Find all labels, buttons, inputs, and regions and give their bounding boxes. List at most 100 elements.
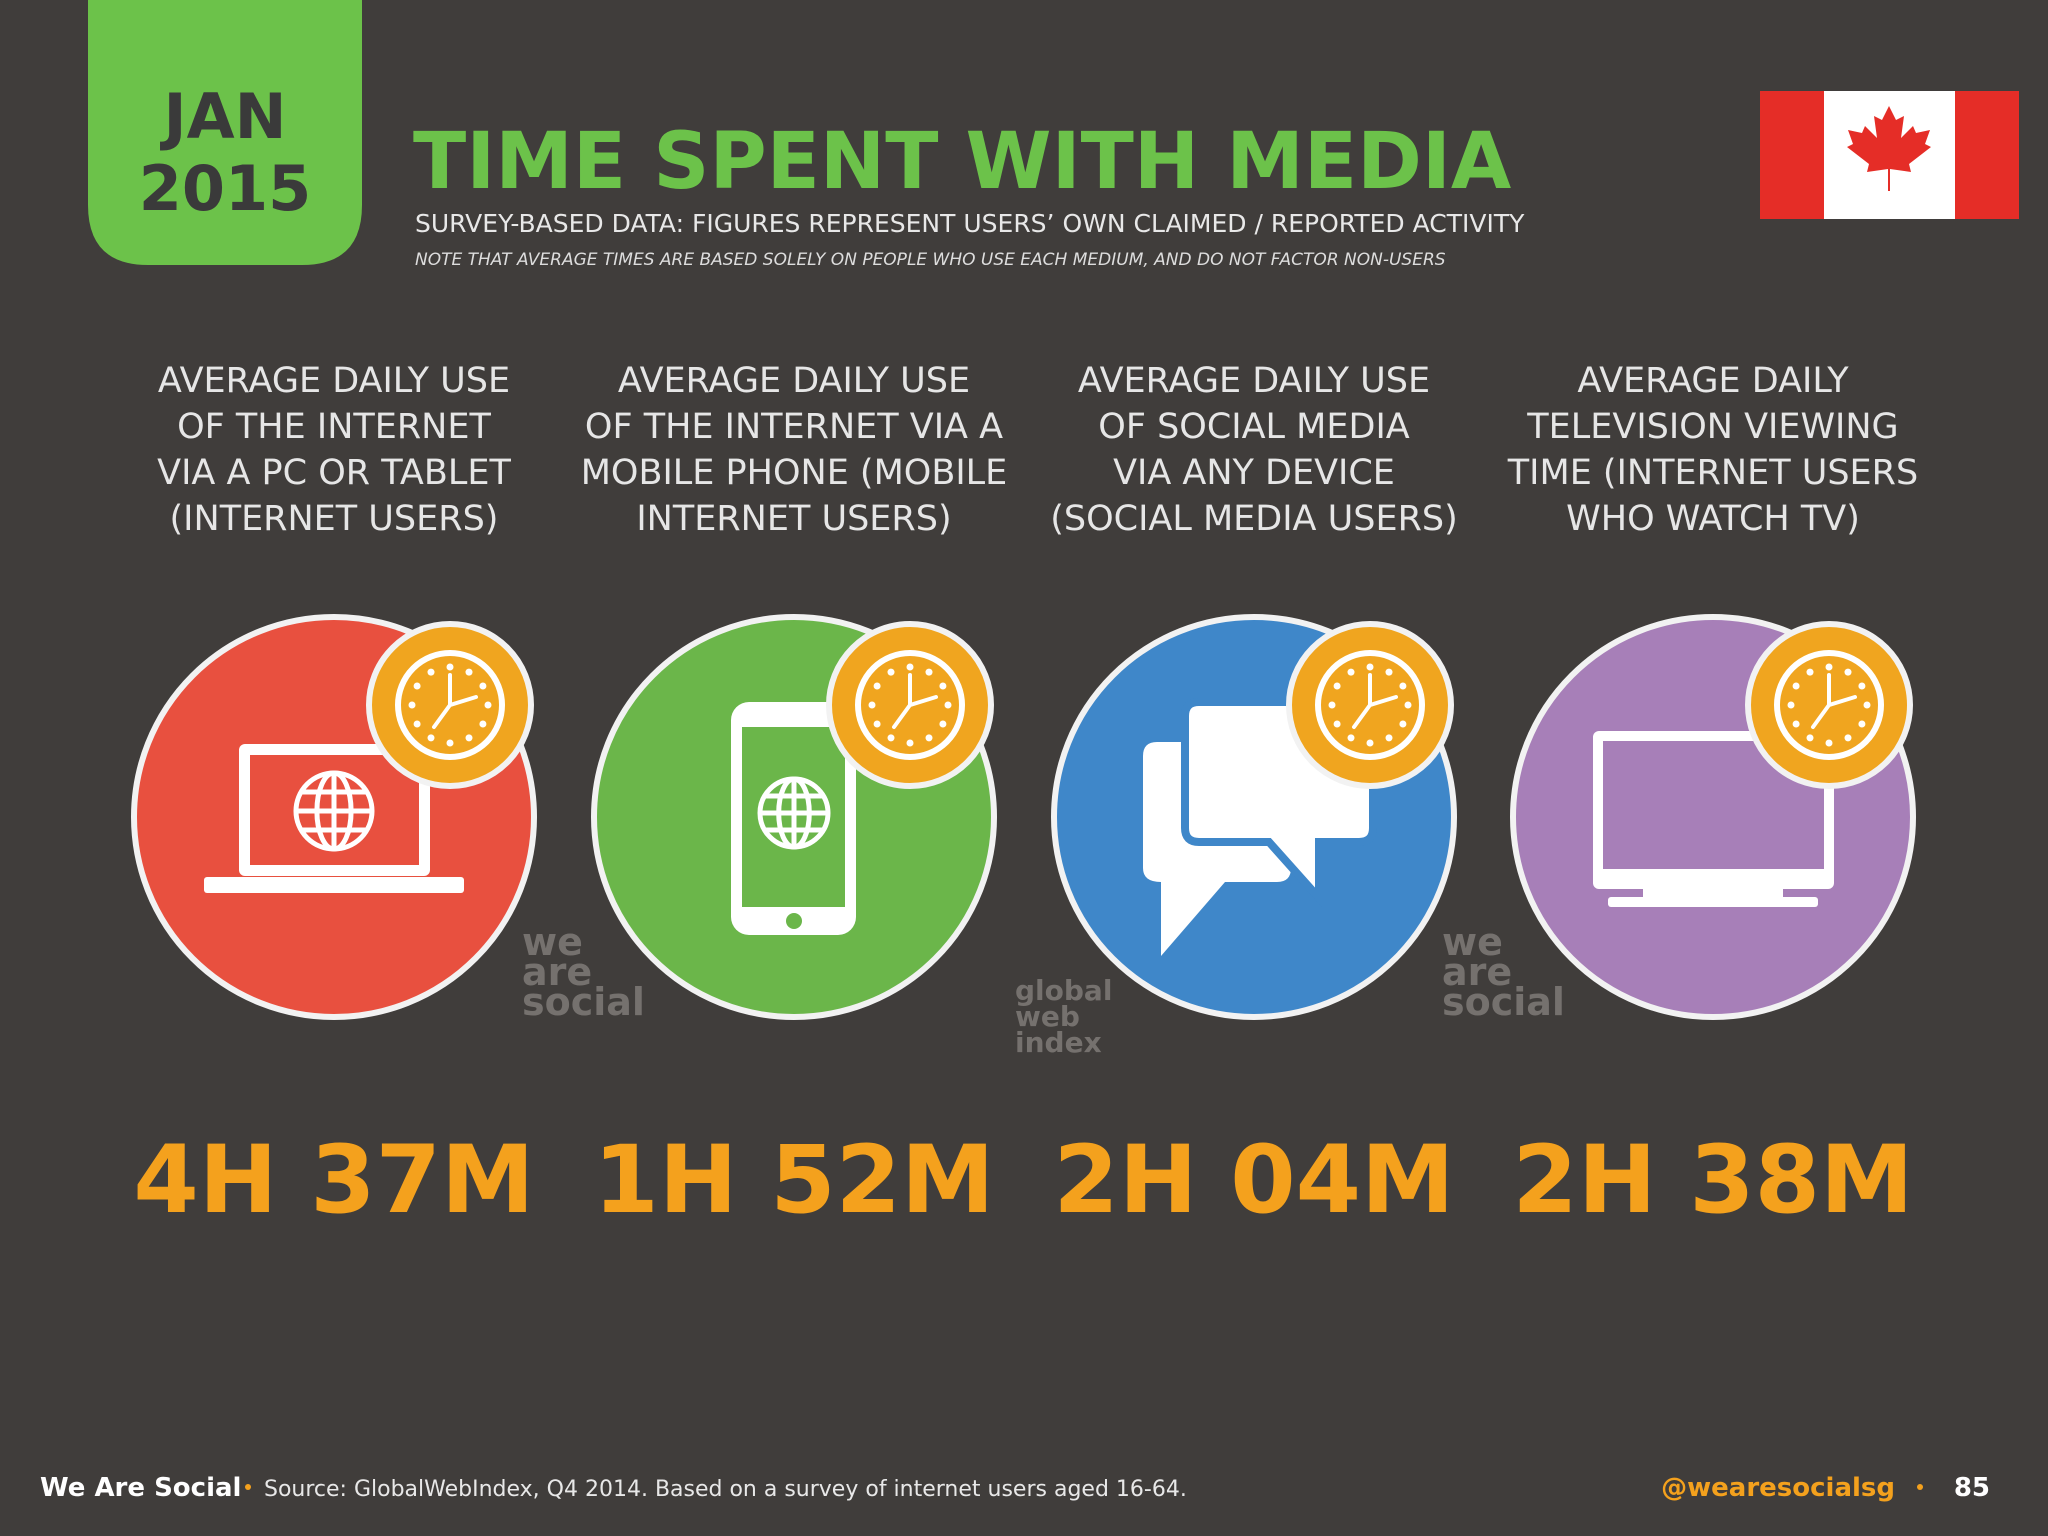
clock-dot (427, 668, 435, 676)
watermark: are (522, 950, 592, 994)
clock-hands (432, 673, 478, 729)
clock-dot (1792, 720, 1800, 728)
clock-dot (1858, 682, 1866, 690)
time-value: 4H 37M (133, 1126, 534, 1235)
card-label: AVERAGE DAILY USE (1078, 361, 1430, 401)
date-year: 2015 (139, 152, 312, 225)
card-label: VIA ANY DEVICE (1113, 453, 1395, 493)
clock-dot (906, 739, 914, 747)
clock-dot (1806, 734, 1814, 742)
clock-dot (408, 701, 416, 709)
footer-source: Source: GlobalWebIndex, Q4 2014. Based o… (264, 1477, 1187, 1502)
laptop-base (204, 877, 464, 893)
card-label: AVERAGE DAILY USE (158, 361, 510, 401)
clock-dot (1366, 739, 1374, 747)
subtitle: SURVEY-BASED DATA: FIGURES REPRESENT USE… (415, 209, 1525, 238)
clock-dot (446, 739, 454, 747)
clock-dot (1385, 668, 1393, 676)
card-label: OF THE INTERNET (177, 407, 491, 447)
footer-brand: We Are Social (40, 1473, 241, 1503)
clock-hands (1811, 673, 1857, 729)
clock-dot (925, 734, 933, 742)
tv-foot (1608, 897, 1818, 907)
card-label: (SOCIAL MEDIA USERS) (1050, 499, 1458, 539)
clock-hands (1352, 673, 1398, 729)
clock-dot (873, 682, 881, 690)
globe-icon (293, 770, 375, 852)
clock-dot (939, 682, 947, 690)
clock-dot (906, 663, 914, 671)
clock-dot (1347, 668, 1355, 676)
watermark: social (1442, 980, 1565, 1024)
phone-button (786, 913, 802, 929)
clock-dot (446, 663, 454, 671)
note: NOTE THAT AVERAGE TIMES ARE BASED SOLELY… (415, 250, 1446, 270)
clock-dot (1844, 734, 1852, 742)
clock-dot (413, 720, 421, 728)
time-value: 2H 38M (1512, 1126, 1913, 1235)
clock-dot (413, 682, 421, 690)
tv-stand (1643, 889, 1783, 897)
card-label: TIME (INTERNET USERS (1507, 453, 1918, 493)
footer-page: 85 (1954, 1473, 1990, 1503)
clock-dot (1825, 739, 1833, 747)
clock-dot (939, 720, 947, 728)
watermark: we (1442, 920, 1503, 964)
clock-dot (1385, 734, 1393, 742)
clock-dot (1333, 682, 1341, 690)
time-value: 1H 52M (593, 1126, 994, 1235)
watermark: index (1015, 1026, 1102, 1059)
watermark: global (1015, 974, 1112, 1007)
clock-dot (465, 668, 473, 676)
footer-dot (245, 1484, 251, 1490)
clock-dot (1787, 701, 1795, 709)
clock-dot (427, 734, 435, 742)
card-label: VIA A PC OR TABLET (157, 453, 511, 493)
card-label: AVERAGE DAILY (1577, 361, 1849, 401)
watermark: web (1015, 1000, 1080, 1033)
clock-dot (1806, 668, 1814, 676)
clock-dot (479, 682, 487, 690)
watermark: we (522, 920, 583, 964)
clock-dot (1333, 720, 1341, 728)
clock-dot (1366, 663, 1374, 671)
globe-icon (757, 776, 831, 850)
clock-hands (892, 673, 938, 729)
title: TIME SPENT WITH MEDIA (413, 117, 1511, 207)
clock-dot (484, 701, 492, 709)
clock-dot (1792, 682, 1800, 690)
card-label: OF SOCIAL MEDIA (1098, 407, 1409, 447)
flag (1760, 91, 2019, 219)
clock-dot (1404, 701, 1412, 709)
card-label: TELEVISION VIEWING (1526, 407, 1898, 447)
clock-dot (1863, 701, 1871, 709)
clock-dot (868, 701, 876, 709)
footer-dot (1917, 1484, 1923, 1490)
card-label: WHO WATCH TV) (1566, 499, 1860, 539)
card-label: MOBILE PHONE (MOBILE (581, 453, 1008, 493)
date-tab (88, 0, 362, 265)
clock-dot (873, 720, 881, 728)
card-label: AVERAGE DAILY USE (618, 361, 970, 401)
clock-dot (1399, 720, 1407, 728)
time-value: 2H 04M (1053, 1126, 1454, 1235)
clock-dot (1858, 720, 1866, 728)
clock-dot (1347, 734, 1355, 742)
card-label: OF THE INTERNET VIA A (585, 407, 1003, 447)
clock-dot (887, 668, 895, 676)
clock-dot (465, 734, 473, 742)
clock-dot (925, 668, 933, 676)
clock-dot (1825, 663, 1833, 671)
clock-dot (887, 734, 895, 742)
clock-dot (1844, 668, 1852, 676)
watermark: social (522, 980, 645, 1024)
clock-dot (1328, 701, 1336, 709)
watermark: are (1442, 950, 1512, 994)
clock-dot (479, 720, 487, 728)
date-month: JAN (160, 80, 287, 153)
card-label: INTERNET USERS) (636, 499, 951, 539)
clock-dot (1399, 682, 1407, 690)
footer-handle: @wearesocialsg (1661, 1473, 1895, 1503)
clock-dot (944, 701, 952, 709)
